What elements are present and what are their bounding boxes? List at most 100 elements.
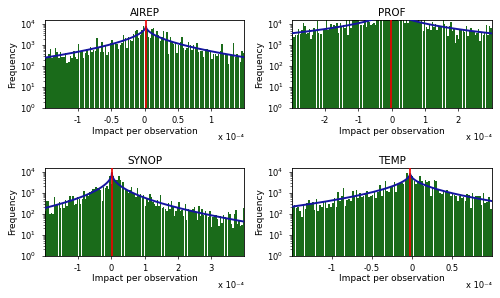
X-axis label: Impact per observation: Impact per observation bbox=[92, 127, 198, 136]
Bar bbox=[476, 33, 478, 298]
Bar bbox=[143, 26, 144, 298]
Bar bbox=[106, 186, 108, 298]
Bar bbox=[378, 192, 379, 298]
Bar bbox=[58, 58, 59, 298]
Bar bbox=[372, 195, 374, 298]
Bar bbox=[189, 211, 190, 298]
Bar bbox=[194, 47, 196, 298]
Bar bbox=[132, 193, 134, 298]
Bar bbox=[334, 198, 336, 298]
Bar bbox=[68, 200, 69, 298]
Bar bbox=[200, 51, 201, 298]
Bar bbox=[438, 190, 439, 298]
Bar bbox=[402, 8, 404, 298]
Bar bbox=[114, 181, 115, 298]
Bar bbox=[374, 192, 376, 298]
Bar bbox=[137, 188, 138, 298]
Bar bbox=[180, 211, 182, 298]
Bar bbox=[292, 32, 294, 298]
Bar bbox=[410, 21, 412, 298]
Bar bbox=[114, 44, 116, 298]
Bar bbox=[131, 187, 132, 298]
Bar bbox=[128, 37, 130, 298]
Bar bbox=[83, 190, 84, 298]
Bar bbox=[416, 184, 417, 298]
Bar bbox=[113, 43, 114, 298]
Bar bbox=[406, 18, 407, 298]
Bar bbox=[339, 201, 341, 298]
Bar bbox=[306, 203, 308, 298]
Bar bbox=[458, 39, 460, 298]
Text: x 10⁻⁴: x 10⁻⁴ bbox=[466, 133, 491, 142]
Bar bbox=[176, 53, 178, 298]
Bar bbox=[112, 176, 114, 298]
Bar bbox=[152, 30, 153, 298]
Bar bbox=[82, 51, 83, 298]
Bar bbox=[336, 23, 338, 298]
Bar bbox=[464, 201, 466, 298]
Bar bbox=[456, 196, 457, 298]
Bar bbox=[490, 209, 492, 298]
Bar bbox=[163, 31, 164, 298]
Bar bbox=[477, 196, 479, 298]
Bar bbox=[172, 206, 174, 298]
Bar bbox=[486, 25, 487, 298]
Bar bbox=[301, 217, 302, 298]
Bar bbox=[76, 59, 78, 298]
Bar bbox=[123, 35, 124, 298]
Bar bbox=[222, 223, 223, 298]
Bar bbox=[390, 15, 392, 298]
Bar bbox=[46, 58, 48, 298]
Bar bbox=[153, 28, 154, 298]
Bar bbox=[178, 45, 180, 298]
Bar bbox=[213, 54, 214, 298]
Bar bbox=[203, 215, 204, 298]
Bar bbox=[399, 183, 400, 298]
Bar bbox=[243, 53, 244, 298]
Bar bbox=[108, 189, 109, 298]
X-axis label: Impact per observation: Impact per observation bbox=[92, 274, 198, 283]
Bar bbox=[340, 23, 341, 298]
Bar bbox=[486, 202, 488, 298]
Bar bbox=[366, 191, 368, 298]
Bar bbox=[196, 44, 198, 298]
Bar bbox=[214, 54, 216, 298]
Bar bbox=[62, 57, 63, 298]
Bar bbox=[299, 211, 301, 298]
Bar bbox=[98, 188, 100, 298]
Bar bbox=[346, 200, 348, 298]
Bar bbox=[86, 49, 88, 298]
Bar bbox=[63, 57, 64, 298]
Bar bbox=[117, 180, 118, 298]
Bar bbox=[92, 52, 93, 298]
Bar bbox=[292, 207, 294, 298]
Bar bbox=[410, 175, 412, 298]
Bar bbox=[51, 213, 52, 298]
Bar bbox=[342, 25, 344, 298]
Bar bbox=[83, 58, 84, 298]
Bar bbox=[58, 202, 60, 298]
Title: SYNOP: SYNOP bbox=[127, 156, 162, 166]
Bar bbox=[170, 201, 172, 298]
Bar bbox=[430, 196, 432, 298]
Bar bbox=[461, 198, 462, 298]
Bar bbox=[56, 205, 57, 298]
Bar bbox=[310, 204, 312, 298]
Bar bbox=[94, 51, 96, 298]
Bar bbox=[332, 203, 334, 298]
Bar bbox=[412, 176, 414, 298]
Bar bbox=[470, 28, 472, 298]
Bar bbox=[372, 24, 373, 298]
Bar bbox=[204, 211, 206, 298]
Bar bbox=[48, 54, 50, 298]
Bar bbox=[126, 48, 128, 298]
Bar bbox=[110, 44, 111, 298]
Bar bbox=[457, 201, 459, 298]
Bar bbox=[242, 224, 243, 298]
Bar bbox=[220, 216, 222, 298]
Bar bbox=[163, 207, 164, 298]
Bar bbox=[72, 196, 74, 298]
Bar bbox=[459, 196, 460, 298]
Bar bbox=[240, 226, 242, 298]
Bar bbox=[129, 190, 130, 298]
